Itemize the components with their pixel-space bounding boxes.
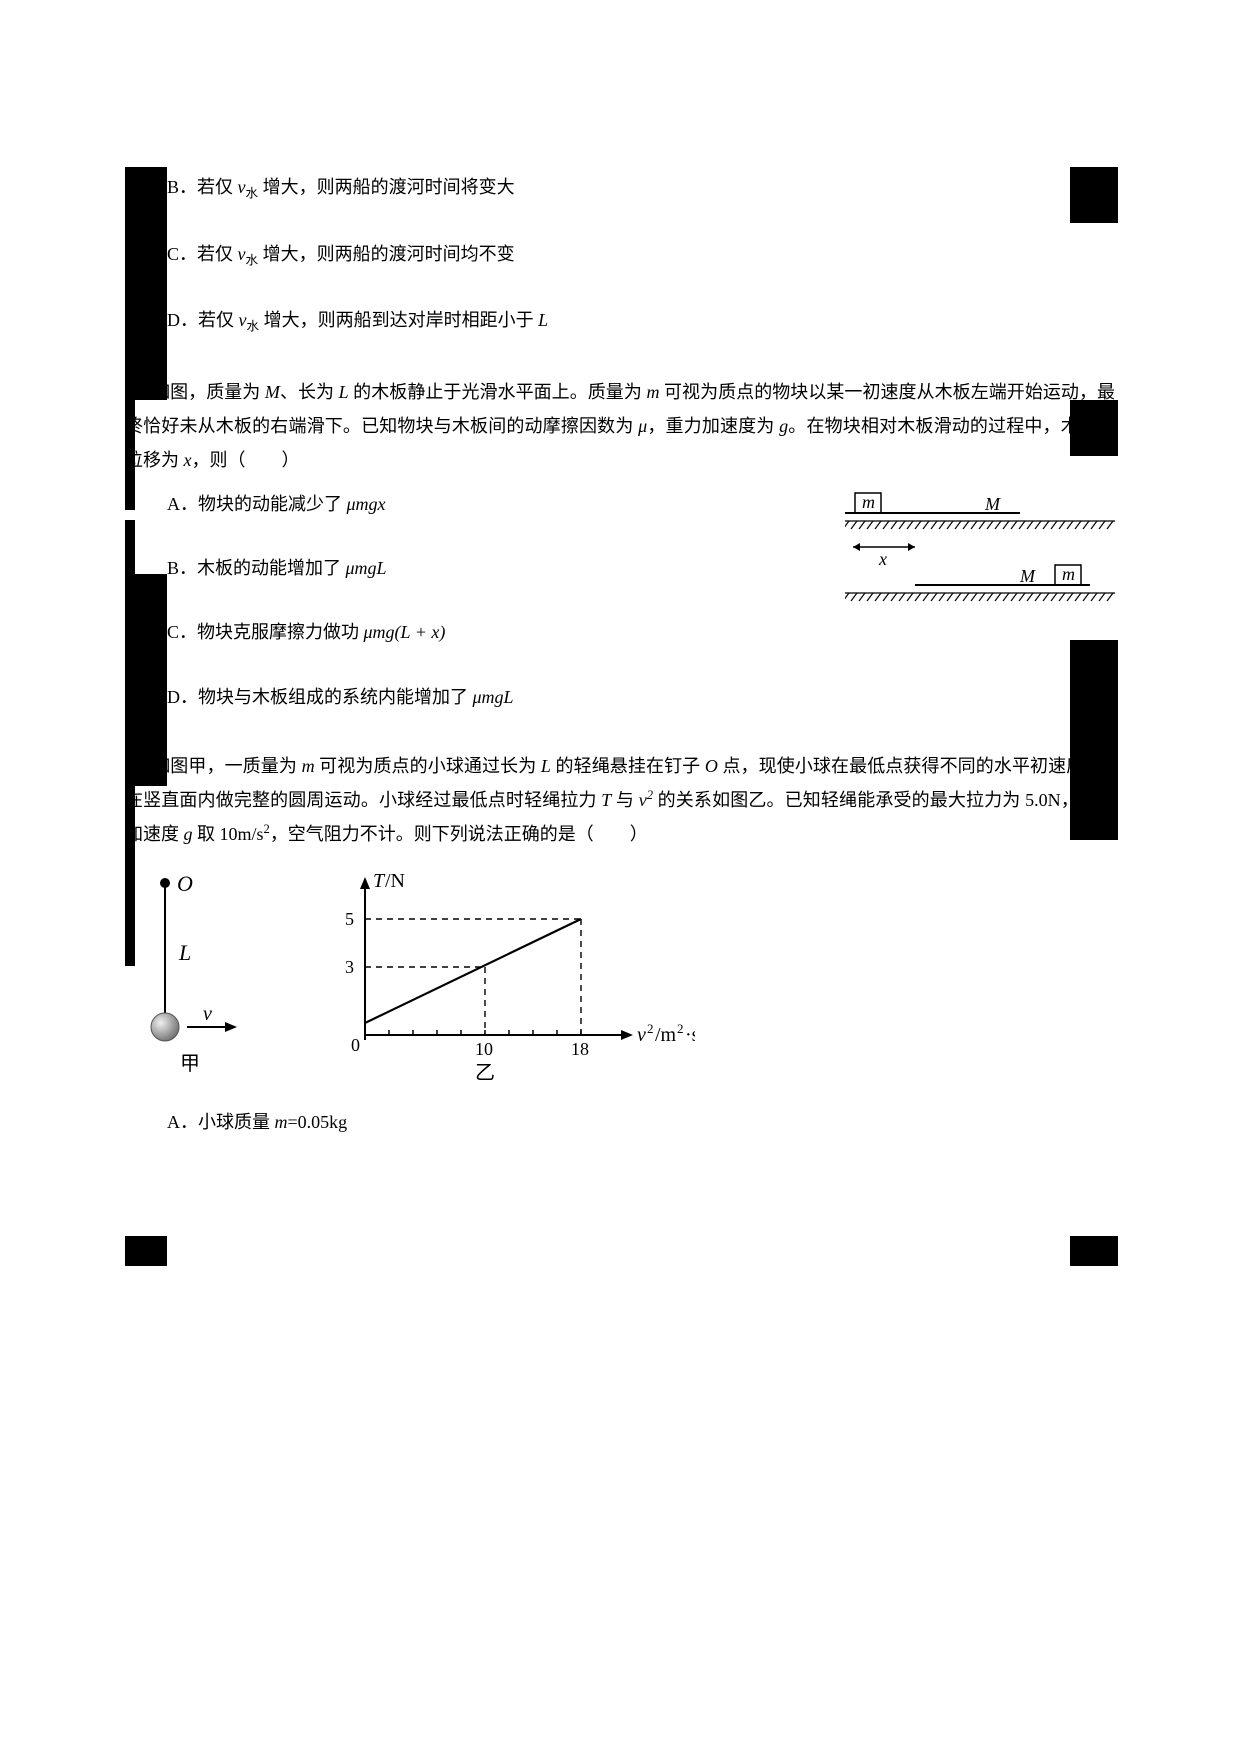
censor-bar [125,1236,167,1266]
q6-option-d: D．若仅 v水 增大，则两船到达对岸时相距小于 L [167,303,1115,340]
opt-text: C．物块克服摩擦力做功 [167,622,359,642]
opt-text: A．物块的动能减少了 [167,494,342,514]
svg-text:m: m [1062,564,1075,584]
q8-option-a: A．小球质量 m=0.05kg [167,1105,1115,1139]
page: B．若仅 v水 增大，则两船的渡河时间将变大 C．若仅 v水 增大，则两船的渡河… [0,0,1240,1754]
svg-text:2: 2 [647,1021,654,1036]
svg-text:3: 3 [345,957,354,977]
svg-text:v: v [637,1024,646,1046]
svg-text:L: L [178,940,191,965]
svg-text:5: 5 [345,909,354,929]
opt-expr: μmgx [347,494,386,514]
var-L: L [538,310,548,330]
var-sub: 水 [246,253,259,267]
q7-option-c: C．物块克服摩擦力做功 μmg(L + x) [167,615,1115,649]
svg-text:甲: 甲 [180,1053,200,1075]
q7-stem: 7．如图，质量为 M、长为 L 的木板静止于光滑水平面上。质量为 m 可视为质点… [125,375,1115,478]
svg-text:乙: 乙 [475,1062,495,1084]
opt-text: D．物块与木板组成的系统内能增加了 [167,687,468,707]
svg-text:·s: ·s [685,1024,695,1046]
opt-expr: μmgL [346,558,387,578]
q7-options: A．物块的动能减少了 μmgx B．木板的动能增加了 μmgL C．物块克服摩擦… [125,487,1115,714]
svg-text:18: 18 [571,1039,589,1059]
svg-text:/m: /m [655,1024,677,1046]
svg-text:/N: /N [385,870,405,892]
svg-text:0: 0 [351,1035,360,1055]
q7-number: 7． [125,382,152,402]
var-v: v [238,177,246,197]
q7-figure: m M x m M [845,487,1115,617]
svg-text:O: O [177,871,193,896]
q8-figure-jia: O L v 甲 [125,865,275,1085]
q8-stem: 8．如图甲，一质量为 m 可视为质点的小球通过长为 L 的轻绳悬挂在钉子 O 点… [125,749,1115,852]
var-sub: 水 [247,320,260,334]
q8-figure-yi: T /N v 2 /m 2 ·s -2 5 3 0 [315,865,695,1085]
q7-option-d: D．物块与木板组成的系统内能增加了 μmgL [167,680,1115,714]
var-v: v [238,244,246,264]
q6-option-b: B．若仅 v水 增大，则两船的渡河时间将变大 [167,170,1115,207]
opt-expr: μmg(L + x) [364,622,446,642]
q6-option-c: C．若仅 v水 增大，则两船的渡河时间均不变 [167,237,1115,274]
svg-text:M: M [1019,566,1036,586]
svg-text:M: M [984,494,1001,514]
svg-text:v: v [203,1003,212,1025]
content-area: B．若仅 v水 增大，则两船的渡河时间将变大 C．若仅 v水 增大，则两船的渡河… [125,170,1115,1140]
var-sub: 水 [246,187,259,201]
svg-text:x: x [878,549,887,569]
svg-text:m: m [862,492,875,512]
censor-bar [1070,1236,1118,1266]
opt-text: B．木板的动能增加了 [167,558,341,578]
svg-text:10: 10 [475,1039,493,1059]
q8-figures: O L v 甲 [125,865,1115,1085]
opt-expr: μmgL [473,687,514,707]
svg-text:2: 2 [677,1021,684,1036]
q8-number: 8． [125,756,152,776]
var-v: v [239,310,247,330]
